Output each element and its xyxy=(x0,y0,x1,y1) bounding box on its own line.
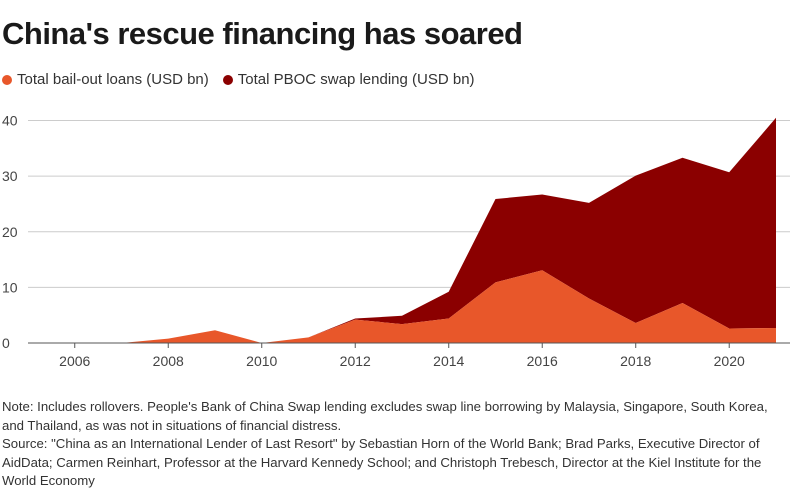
y-tick-label-10: 10 xyxy=(2,279,18,295)
source-text: Source: "China as an International Lende… xyxy=(2,436,762,488)
legend-label-swap: Total PBOC swap lending (USD bn) xyxy=(237,71,475,88)
notes-block: Note: Includes rollovers. People's Bank … xyxy=(2,398,792,491)
y-tick-label-0: 0 xyxy=(2,335,10,351)
area-bailout-loans xyxy=(121,270,776,343)
y-tick-label-30: 30 xyxy=(2,168,18,184)
y-tick-label-40: 40 xyxy=(2,113,18,129)
legend: Total bail-out loans (USD bn) Total PBOC… xyxy=(2,71,489,88)
y-tick-label-20: 20 xyxy=(2,224,18,240)
legend-item-swap: Total PBOC swap lending (USD bn) xyxy=(222,71,475,88)
x-tick-label-2020: 2020 xyxy=(714,353,745,369)
x-tick-label-2018: 2018 xyxy=(620,353,651,369)
legend-swatch-bailout xyxy=(2,74,12,85)
x-tick-label-2016: 2016 xyxy=(527,353,558,369)
x-tick-label-2008: 2008 xyxy=(153,353,184,369)
x-tick-label-2014: 2014 xyxy=(433,353,464,369)
area-chart: 0 10 20 30 40 2006 2008 2010 2012 2014 2016 2018 202… xyxy=(2,113,790,369)
legend-swatch-swap xyxy=(222,74,233,85)
chart-title: China's rescue financing has soared xyxy=(2,16,523,51)
x-tick-label-2012: 2012 xyxy=(340,353,371,369)
area-swap-lending xyxy=(121,117,776,343)
note-text: Note: Includes rollovers. People's Bank … xyxy=(2,399,768,433)
x-tick-label-2010: 2010 xyxy=(246,353,277,369)
legend-item-bailout: Total bail-out loans (USD bn) xyxy=(2,71,209,88)
x-tick-label-2006: 2006 xyxy=(59,353,90,369)
legend-label-bailout: Total bail-out loans (USD bn) xyxy=(17,71,209,88)
